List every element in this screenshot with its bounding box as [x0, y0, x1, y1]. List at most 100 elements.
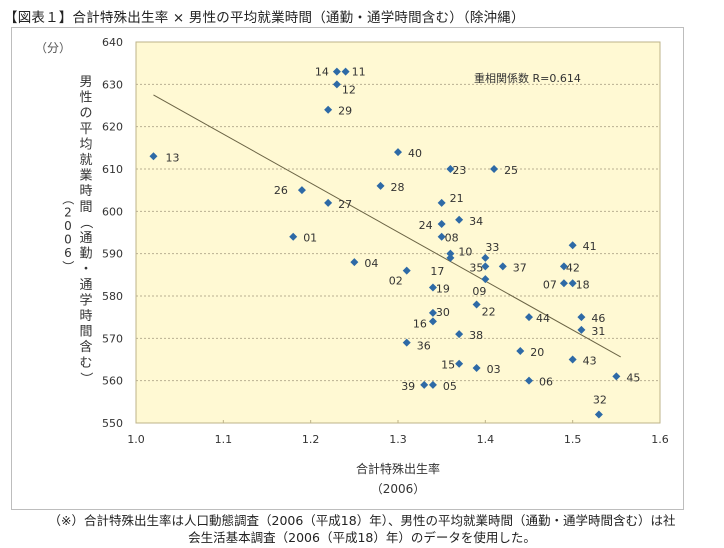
y-tick-label: 610: [102, 163, 123, 176]
y-axis-title-char: 就: [79, 153, 92, 168]
data-point: 32: [593, 394, 607, 419]
data-point: 08: [437, 232, 459, 245]
point-label: 26: [274, 184, 288, 197]
point-label: 04: [364, 257, 378, 270]
y-axis-subtitle-char: ）: [61, 260, 75, 272]
data-point: 38: [455, 329, 483, 342]
point-label: 30: [436, 306, 450, 319]
y-axis-subtitle-char: 2: [64, 206, 72, 220]
y-unit-label: （分）: [35, 41, 71, 55]
y-axis-subtitle-char: （: [61, 193, 75, 205]
point-label: 10: [458, 246, 472, 259]
y-axis-title-char: 含: [79, 339, 92, 355]
point-label: 13: [165, 151, 179, 164]
diamond-marker-icon: [455, 215, 464, 224]
x-tick-label: 1.3: [389, 433, 407, 446]
point-label: 02: [389, 275, 403, 288]
data-point: 21: [437, 192, 464, 207]
data-point: 18: [568, 278, 590, 291]
point-label: 25: [504, 164, 518, 177]
data-point: 13: [149, 151, 179, 164]
diamond-marker-icon: [525, 313, 533, 322]
diamond-marker-icon: [332, 67, 341, 76]
y-axis-title-char: 間: [79, 325, 92, 340]
y-axis-title: 男性の平均就業時間（通勤・通学時間含む）（2006）: [61, 75, 93, 385]
diamond-marker-icon: [577, 325, 586, 334]
y-axis-title-char: ・: [79, 262, 92, 277]
y-axis-title-char: 均: [79, 137, 92, 152]
point-label: 42: [566, 261, 580, 274]
diamond-marker-icon: [568, 241, 577, 250]
point-label: 36: [417, 340, 431, 353]
diamond-marker-icon: [612, 372, 621, 381]
data-point: 39: [401, 380, 429, 393]
footnote-line-1: （※）合計特殊出生率は人口動態調査（2006（平成18）年）、男性の平均就業時間…: [48, 513, 676, 528]
point-label: 28: [391, 181, 405, 194]
y-axis-title-char: 時: [79, 184, 92, 199]
diamond-marker-icon: [402, 338, 411, 347]
data-point: 27: [324, 198, 352, 211]
point-label: 32: [593, 394, 607, 407]
diamond-marker-icon: [428, 317, 437, 326]
data-point: 30: [428, 306, 450, 319]
data-point: 26: [274, 184, 306, 197]
point-label: 33: [485, 241, 499, 254]
point-label: 22: [482, 305, 496, 318]
point-label: 15: [441, 359, 455, 372]
diamond-marker-icon: [420, 380, 429, 389]
data-point: 28: [376, 181, 405, 194]
point-label: 09: [472, 285, 486, 298]
diamond-marker-icon: [516, 347, 525, 356]
figure-title: 【図表１】合計特殊出生率 × 男性の平均就業時間（通勤・通学時間含む）（除沖縄）: [4, 10, 525, 26]
y-tick-label: 590: [102, 248, 123, 261]
data-point: 16: [413, 317, 437, 330]
point-label: 45: [626, 371, 640, 384]
point-label: 18: [576, 278, 590, 291]
point-label: 20: [530, 346, 544, 359]
x-axis-subtitle: （2006）: [371, 482, 426, 496]
data-point: 09: [472, 275, 490, 298]
diamond-marker-icon: [149, 152, 158, 161]
y-tick-label: 620: [102, 121, 123, 134]
diamond-marker-icon: [428, 380, 437, 389]
x-tick-labels: 1.0 1.1 1.2 1.3 1.4 1.5 1.6: [127, 420, 669, 446]
diamond-marker-icon: [481, 275, 490, 284]
diamond-marker-icon: [481, 253, 490, 262]
data-point: 31: [577, 325, 605, 338]
y-axis-title-char: む: [79, 356, 92, 371]
data-point: 42: [559, 261, 580, 274]
data-point: 03: [472, 363, 501, 376]
point-label: 03: [487, 363, 501, 376]
data-point: 14: [315, 66, 341, 79]
data-point: 12: [332, 80, 356, 96]
data-point: 11: [341, 66, 366, 79]
data-point: 34: [455, 215, 483, 228]
trend-line: [153, 94, 621, 358]
y-tick-label: 630: [102, 78, 123, 91]
data-point: 36: [402, 338, 431, 353]
diamond-marker-icon: [341, 67, 350, 76]
data-point: 37: [498, 261, 527, 274]
data-point: 02: [389, 266, 411, 288]
point-label: 40: [408, 147, 422, 160]
point-label: 06: [539, 376, 553, 389]
data-point: 44: [525, 312, 550, 325]
diamond-marker-icon: [446, 253, 455, 262]
x-tick-label: 1.2: [302, 433, 320, 446]
gridlines: [136, 83, 660, 382]
data-point: 43: [568, 355, 597, 368]
point-label: 19: [436, 283, 450, 296]
diamond-marker-icon: [324, 198, 333, 207]
diamond-marker-icon: [455, 359, 464, 368]
data-point: 25: [490, 164, 518, 177]
point-label: 14: [315, 66, 329, 79]
y-axis-title-char: 通: [79, 278, 92, 293]
data-point: 10: [446, 246, 472, 259]
y-axis-title-char: 勤: [79, 247, 92, 262]
point-label: 31: [591, 325, 605, 338]
y-axis-title-char: 学: [79, 292, 92, 308]
diamond-marker-icon: [428, 283, 437, 292]
y-axis-subtitle-char: 0: [64, 233, 72, 247]
y-tick-label: 600: [102, 205, 123, 218]
diamond-marker-icon: [446, 249, 455, 258]
